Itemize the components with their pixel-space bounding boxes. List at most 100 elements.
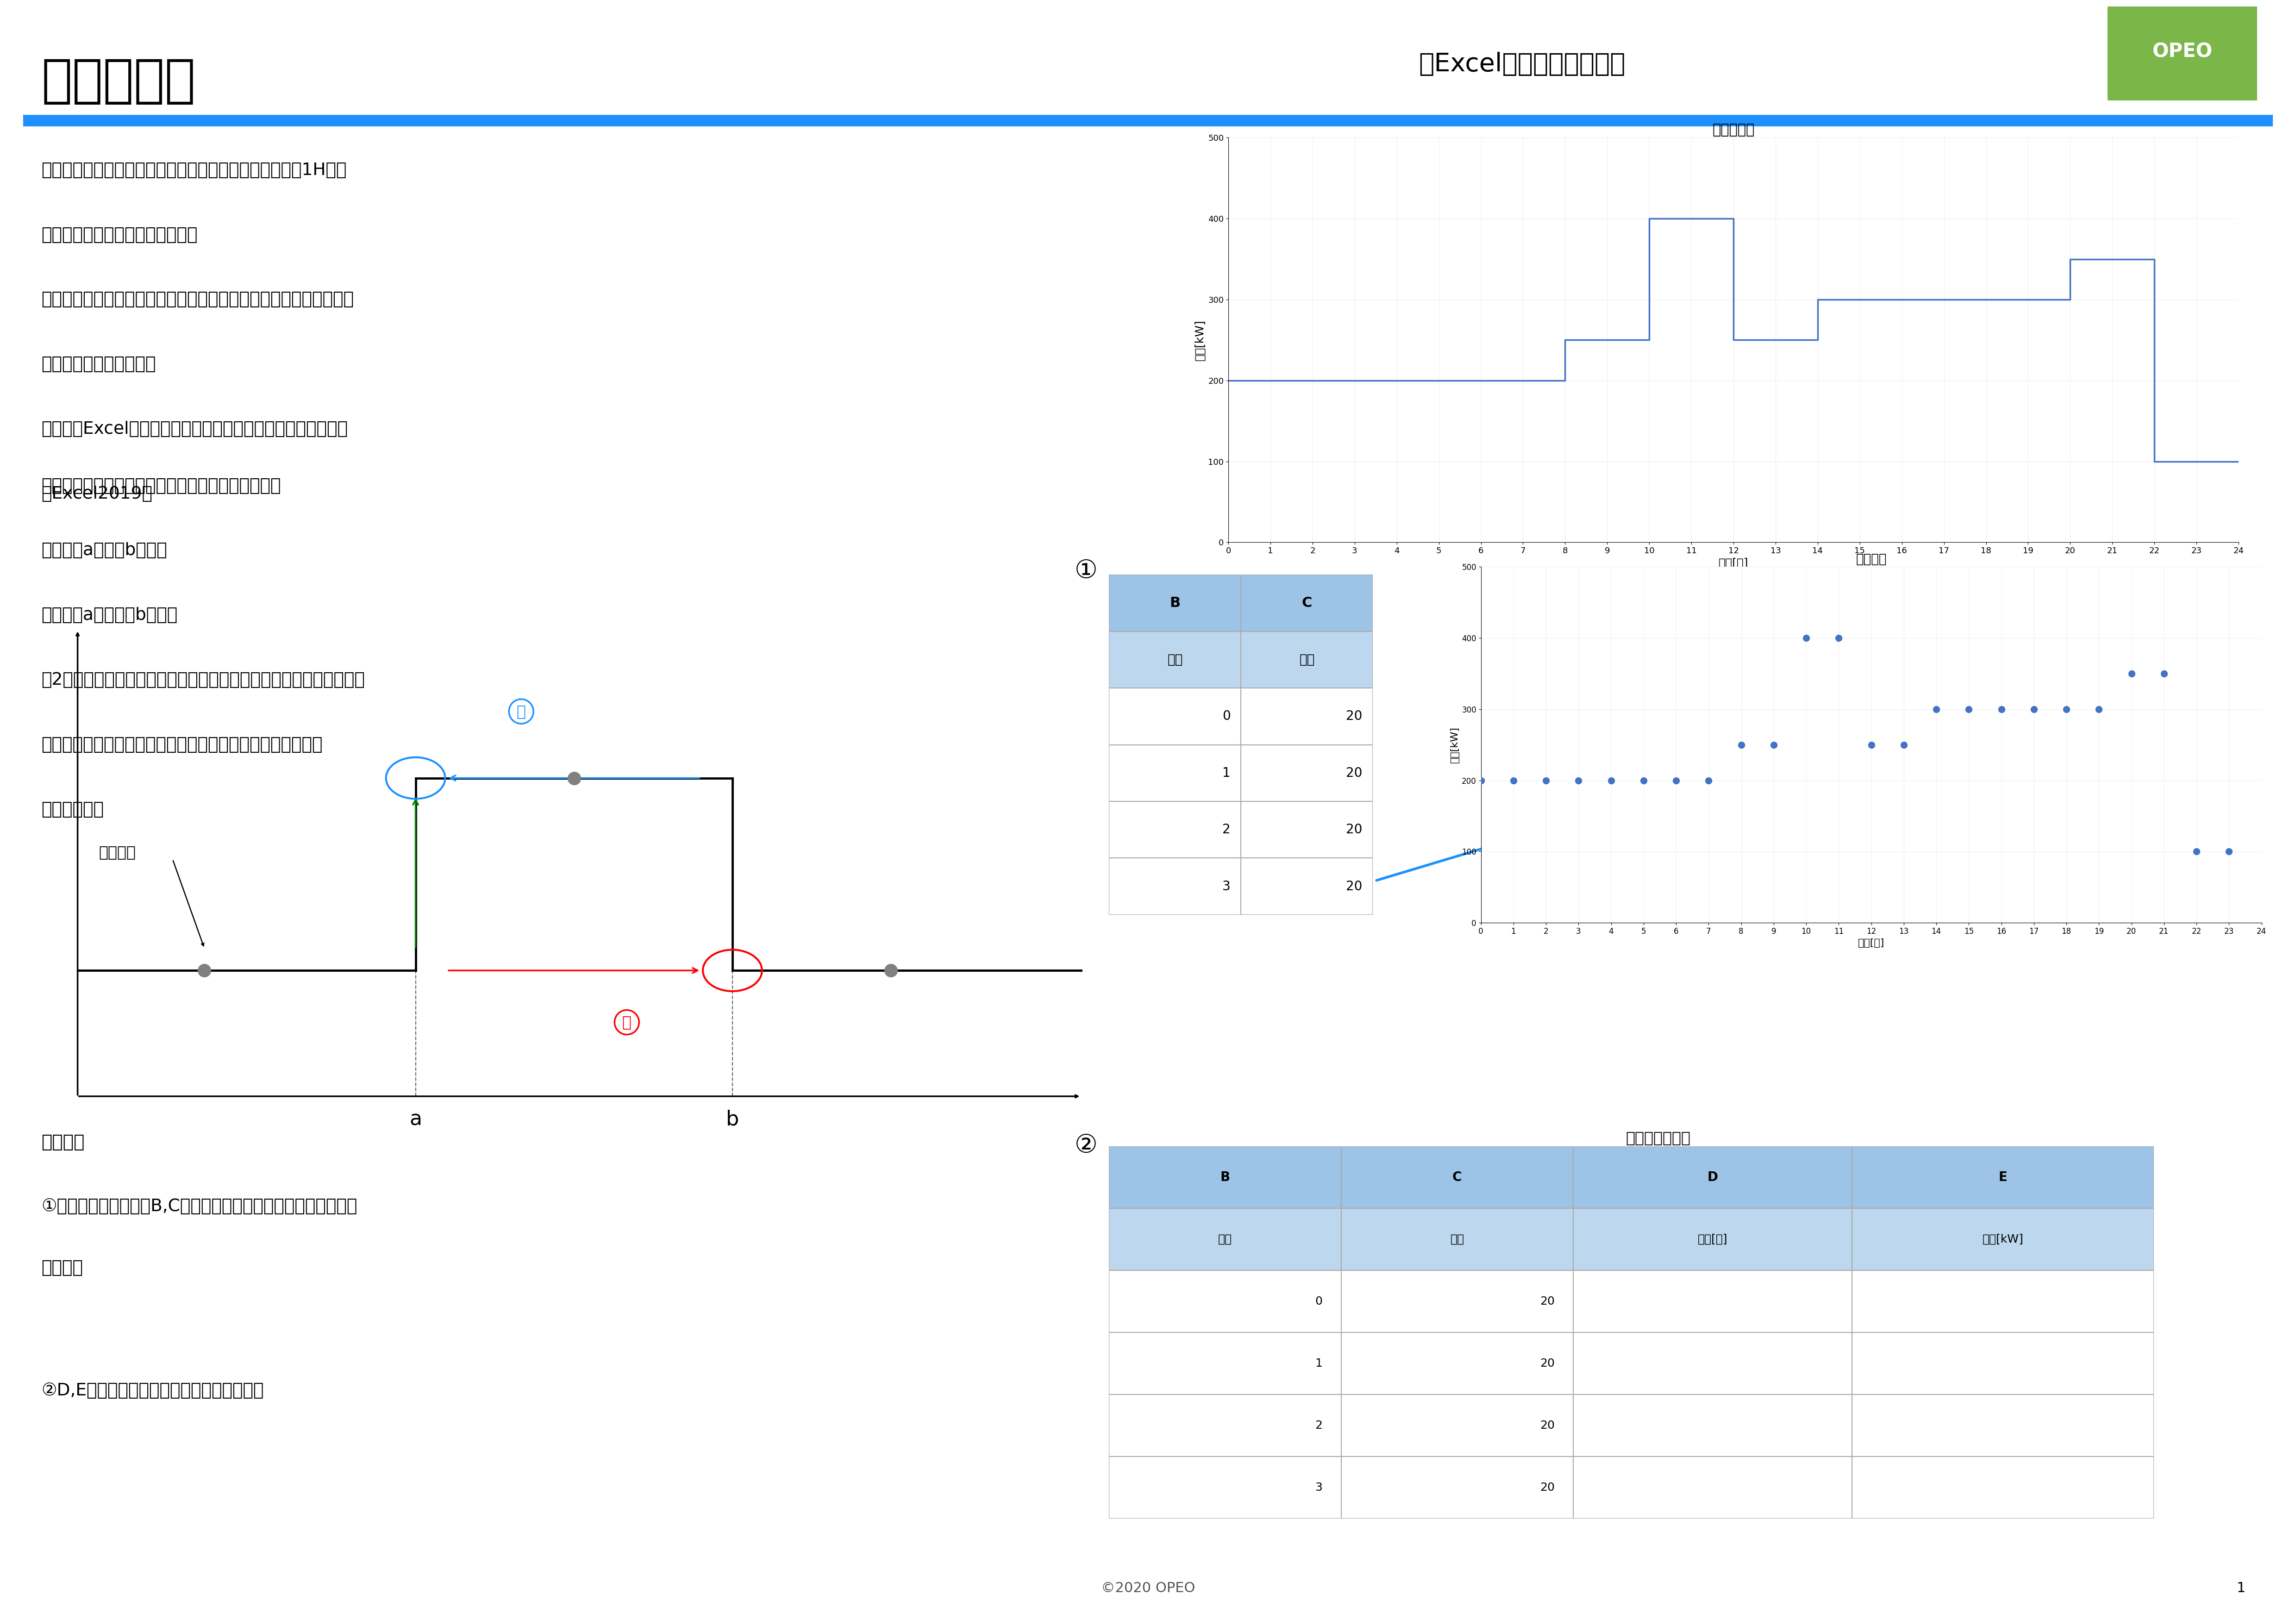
Text: 20: 20 <box>1541 1358 1554 1370</box>
Text: 20: 20 <box>1541 1420 1554 1431</box>
Text: 0: 0 <box>1221 709 1231 724</box>
Text: このようなヒストグラムの外形線だけを抽出した階段グラフを描く: このようなヒストグラムの外形線だけを抽出した階段グラフを描く <box>41 291 354 308</box>
Text: 本手順はExcelの誤差範囲表示の機能を利用したものである。: 本手順はExcelの誤差範囲表示の機能を利用したものである。 <box>41 421 347 437</box>
Point <box>1561 767 1598 793</box>
Bar <box>1853 1457 2154 1519</box>
Text: 20: 20 <box>1541 1295 1554 1307</box>
Text: 20: 20 <box>1345 879 1362 894</box>
Point <box>1917 696 1954 722</box>
Bar <box>1109 688 1240 745</box>
Point <box>1495 767 1531 793</box>
Text: ②D,E列に誤差範囲設定用の列を追加する。: ②D,E列に誤差範囲設定用の列を追加する。 <box>41 1383 264 1399</box>
Y-axis label: 電力[kW]: 電力[kW] <box>1194 319 1205 361</box>
Point <box>2080 696 2117 722</box>
Point <box>2179 839 2216 865</box>
Point <box>1853 732 1890 758</box>
Text: 時刻: 時刻 <box>1166 652 1182 667</box>
Point <box>2016 696 2053 722</box>
Bar <box>1573 1394 1853 1457</box>
Point <box>2144 661 2181 686</box>
Text: ための手順を説明する。: ための手順を説明する。 <box>41 356 156 372</box>
Point <box>1658 767 1694 793</box>
Bar <box>1341 1332 1573 1394</box>
Text: 20: 20 <box>1345 709 1362 724</box>
Bar <box>1573 1457 1853 1519</box>
Point <box>1885 732 1922 758</box>
Bar <box>1341 1271 1573 1332</box>
Bar <box>1109 1146 1341 1208</box>
Point <box>1722 732 1759 758</box>
Text: 誤差範囲設定用: 誤差範囲設定用 <box>1626 1130 1690 1145</box>
Bar <box>1240 575 1373 631</box>
Text: a: a <box>409 1109 422 1130</box>
Text: B: B <box>1219 1171 1231 1183</box>
Point <box>1463 767 1499 793</box>
Point <box>1952 696 1988 722</box>
Text: 2: 2 <box>1316 1420 1322 1431</box>
Bar <box>1573 1208 1853 1271</box>
Text: ©2020 OPEO: ©2020 OPEO <box>1100 1582 1196 1595</box>
Point <box>2112 661 2149 686</box>
Bar <box>1109 1271 1341 1332</box>
Text: 3: 3 <box>1316 1481 1322 1493</box>
Bar <box>1341 1208 1573 1271</box>
Text: Ａ　「a以上、b未満」: Ａ 「a以上、b未満」 <box>41 542 168 559</box>
Text: をこの両パターンで切り替える必要があることに留意する。: をこの両パターンで切り替える必要があることに留意する。 <box>41 737 324 753</box>
Text: 1: 1 <box>1221 766 1231 780</box>
Bar <box>1573 1332 1853 1394</box>
Text: ②: ② <box>1075 1133 1097 1158</box>
Text: （Excelミニテクニック）: （Excelミニテクニック） <box>1419 52 1626 76</box>
Title: 日負荷曲線: 日負荷曲線 <box>1713 123 1754 136</box>
Bar <box>1573 1271 1853 1332</box>
Text: （Excel2019）: （Excel2019） <box>41 486 152 502</box>
Bar <box>1109 858 1240 915</box>
Point <box>1527 767 1564 793</box>
Bar <box>1341 1394 1573 1457</box>
X-axis label: 時刻[時]: 時刻[時] <box>1857 939 1885 947</box>
X-axis label: 時刻[時]: 時刻[時] <box>1717 559 1750 568</box>
Text: Ａ: Ａ <box>622 1015 631 1030</box>
Point <box>1821 625 1857 651</box>
Text: C: C <box>1302 596 1313 610</box>
Text: 電力: 電力 <box>1451 1234 1465 1245</box>
Bar <box>1109 1394 1341 1457</box>
Point <box>1984 696 2020 722</box>
Bar <box>1573 1146 1853 1208</box>
Text: ①: ① <box>1075 559 1097 583</box>
Bar <box>1853 1146 2154 1208</box>
Bar <box>1853 1208 2154 1271</box>
Bar <box>1240 745 1373 801</box>
Text: ①元となるデータ列（B,C列）からデータ点のみの散布図を作成: ①元となるデータ列（B,C列）からデータ点のみの散布図を作成 <box>41 1198 358 1214</box>
Text: （下図参照）: （下図参照） <box>41 801 103 818</box>
Text: E: E <box>1998 1171 2007 1183</box>
Text: 電力[kW]: 電力[kW] <box>1981 1234 2023 1245</box>
Text: の消費電力量を示すものである。: の消費電力量を示すものである。 <box>41 227 197 243</box>
Text: 階段グラフ: 階段グラフ <box>41 57 195 107</box>
Title: 元データ: 元データ <box>1855 552 1887 565</box>
Bar <box>1341 1457 1573 1519</box>
Bar <box>1853 1332 2154 1394</box>
Point <box>2211 839 2248 865</box>
Point <box>1789 625 1825 651</box>
Text: C: C <box>1453 1171 1463 1183</box>
Text: 電力: 電力 <box>1300 652 1316 667</box>
Bar <box>1341 1146 1573 1208</box>
Bar <box>1109 801 1240 858</box>
Bar <box>1240 631 1373 688</box>
Text: データ点: データ点 <box>99 845 135 860</box>
Bar <box>1109 1208 1341 1271</box>
Text: Ｂ: Ｂ <box>517 704 526 719</box>
Text: する。: する。 <box>41 1260 83 1276</box>
Bar <box>1109 1457 1341 1519</box>
Text: 3: 3 <box>1221 879 1231 894</box>
Text: の2つのパターンがあるため、縦軸（度数）の値が変化するポイント: の2つのパターンがあるため、縦軸（度数）の値が変化するポイント <box>41 672 365 688</box>
Text: 20: 20 <box>1345 766 1362 780</box>
Text: 【手順】: 【手順】 <box>41 1133 85 1151</box>
Y-axis label: 電力[kW]: 電力[kW] <box>1451 727 1460 763</box>
Bar <box>1109 745 1240 801</box>
Text: この種のヒストグラムでは横軸（階級値）の範囲に: この種のヒストグラムでは横軸（階級値）の範囲に <box>41 478 280 494</box>
Bar <box>1853 1394 2154 1457</box>
Text: 1: 1 <box>2236 1582 2245 1595</box>
Bar <box>1109 1332 1341 1394</box>
Text: 1: 1 <box>1316 1358 1322 1370</box>
